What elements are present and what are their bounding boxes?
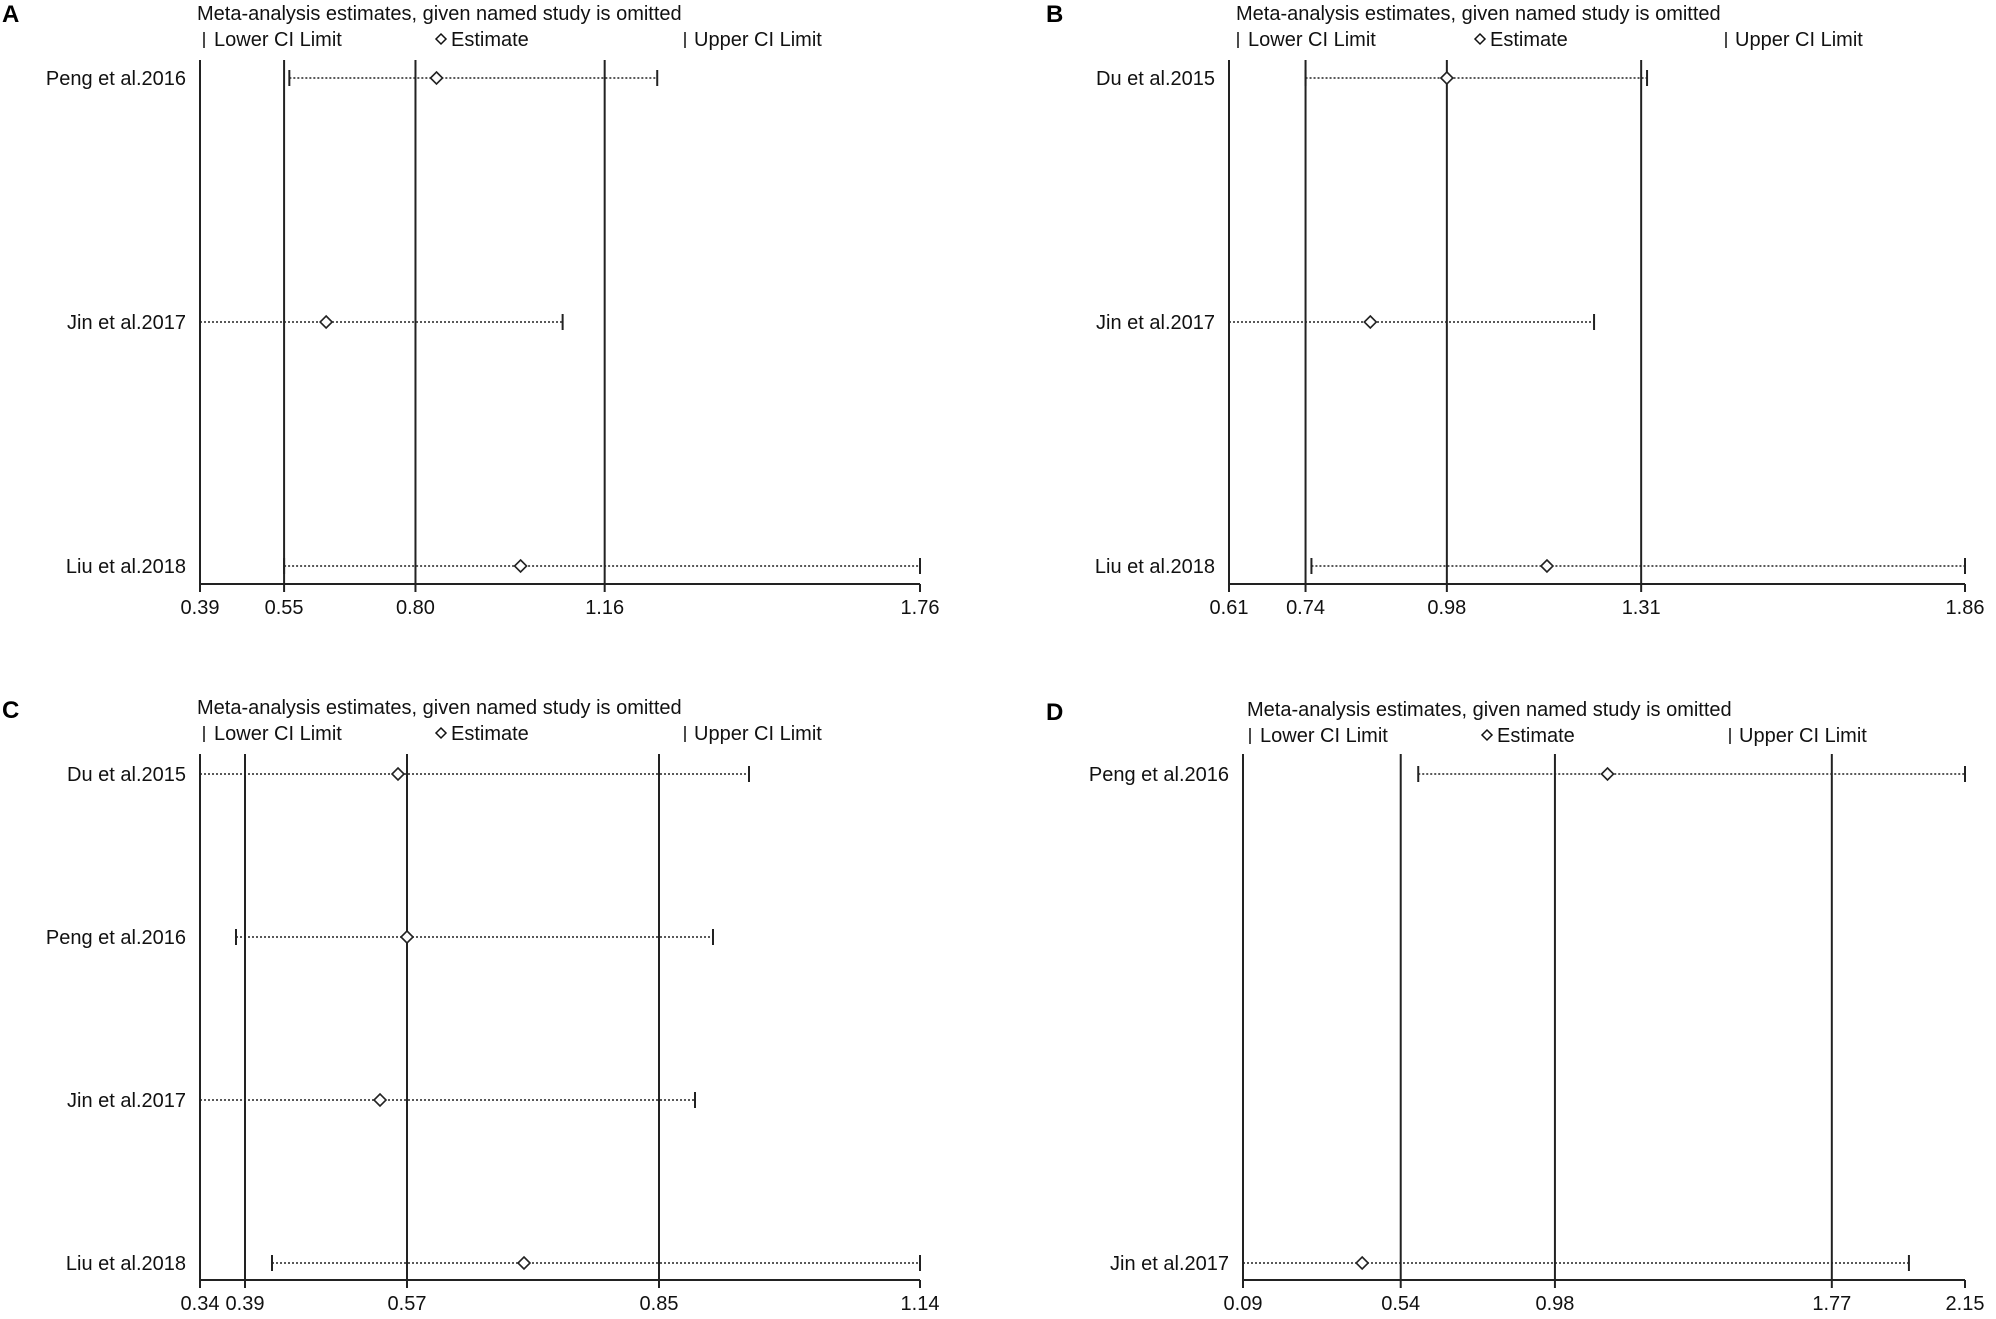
x-tick-label: 0.98 bbox=[1535, 1293, 1574, 1315]
legend-lower-label: Lower CI Limit bbox=[1260, 725, 1388, 747]
legend-lower-label: Lower CI Limit bbox=[214, 29, 342, 51]
legend: Lower CI Limit Estimate Upper CI Limit bbox=[1249, 725, 1867, 747]
legend: Lower CI Limit Estimate Upper CI Limit bbox=[203, 723, 822, 745]
estimate-marker bbox=[1363, 314, 1378, 330]
legend-upper-label: Upper CI Limit bbox=[1739, 725, 1867, 747]
study-label: Peng et al.2016 bbox=[46, 927, 186, 949]
panel-a: A Meta-analysis estimates, given named s… bbox=[2, 1, 939, 619]
plot-area: 0.61 0.74 0.98 1.31 1.86 Du et al.2015 Jin et … bbox=[1095, 60, 1985, 619]
panel-label: C bbox=[2, 697, 19, 724]
study-label: Liu et al.2018 bbox=[66, 1253, 186, 1275]
legend: Lower CI Limit Estimate Upper CI Limit bbox=[203, 29, 822, 51]
plot-area: 0.09 0.54 0.98 1.77 2.15 Peng et al.2016 Jin e… bbox=[1089, 754, 1985, 1315]
x-tick-label: 1.86 bbox=[1946, 597, 1985, 619]
legend-estimate-label: Estimate bbox=[1497, 725, 1575, 747]
x-tick-label: 0.34 bbox=[181, 1293, 220, 1315]
chart-title: Meta-analysis estimates, given named stu… bbox=[1247, 699, 1732, 721]
legend-estimate-label: Estimate bbox=[1490, 29, 1568, 51]
study-label: Du et al.2015 bbox=[67, 764, 186, 786]
x-tick-label: 1.76 bbox=[901, 597, 940, 619]
x-tick-label: 0.74 bbox=[1286, 597, 1325, 619]
legend-estimate-label: Estimate bbox=[451, 29, 529, 51]
legend-upper-label: Upper CI Limit bbox=[1735, 29, 1863, 51]
x-tick-label: 0.98 bbox=[1427, 597, 1466, 619]
x-tick-label: 0.39 bbox=[226, 1293, 265, 1315]
x-tick-label: 0.54 bbox=[1381, 1293, 1420, 1315]
estimate-marker bbox=[513, 558, 528, 574]
panel-c: C Meta-analysis estimates, given named s… bbox=[2, 697, 939, 1315]
estimate-marker bbox=[516, 1255, 532, 1271]
estimate-marker bbox=[372, 1092, 388, 1108]
legend-upper-label: Upper CI Limit bbox=[694, 29, 822, 51]
legend-estimate-label: Estimate bbox=[451, 723, 529, 745]
legend-estimate-marker bbox=[1480, 728, 1494, 742]
panel-label: A bbox=[2, 1, 19, 28]
study-label: Peng et al.2016 bbox=[46, 68, 186, 90]
panel-label: D bbox=[1046, 699, 1063, 726]
study-label: Liu et al.2018 bbox=[1095, 556, 1215, 578]
study-label: Jin et al.2017 bbox=[1110, 1253, 1229, 1275]
legend-estimate-marker bbox=[434, 32, 448, 46]
x-tick-label: 0.61 bbox=[1210, 597, 1249, 619]
x-tick-label: 0.09 bbox=[1224, 1293, 1263, 1315]
legend-estimate-marker bbox=[1473, 32, 1487, 46]
legend-lower-label: Lower CI Limit bbox=[1248, 29, 1376, 51]
plot-area: 0.34 0.39 0.57 0.85 1.14 Du et al.2015 Peng et… bbox=[46, 754, 940, 1315]
legend: Lower CI Limit Estimate Upper CI Limit bbox=[1237, 29, 1863, 51]
x-tick-label: 0.80 bbox=[396, 597, 435, 619]
estimate-marker bbox=[1600, 766, 1615, 782]
x-tick-label: 1.77 bbox=[1812, 1293, 1851, 1315]
estimate-marker bbox=[429, 70, 444, 86]
study-label: Peng et al.2016 bbox=[1089, 764, 1229, 786]
chart-title: Meta-analysis estimates, given named stu… bbox=[197, 697, 682, 719]
x-tick-label: 1.14 bbox=[901, 1293, 940, 1315]
x-tick-label: 1.16 bbox=[585, 597, 624, 619]
legend-lower-label: Lower CI Limit bbox=[214, 723, 342, 745]
x-tick-label: 0.57 bbox=[388, 1293, 427, 1315]
panel-d: D Meta-analysis estimates, given named s… bbox=[1046, 699, 1984, 1315]
estimate-marker bbox=[318, 314, 334, 330]
estimate-marker bbox=[399, 929, 415, 945]
chart-title: Meta-analysis estimates, given named stu… bbox=[197, 3, 682, 25]
study-label: Jin et al.2017 bbox=[1096, 312, 1215, 334]
estimate-marker bbox=[1539, 558, 1555, 574]
estimate-marker bbox=[390, 766, 406, 782]
chart-title: Meta-analysis estimates, given named stu… bbox=[1236, 3, 1721, 25]
x-tick-label: 1.31 bbox=[1622, 597, 1661, 619]
x-tick-label: 2.15 bbox=[1946, 1293, 1985, 1315]
x-tick-label: 0.55 bbox=[265, 597, 304, 619]
legend-estimate-marker bbox=[434, 726, 448, 740]
study-label: Du et al.2015 bbox=[1096, 68, 1215, 90]
x-tick-label: 0.39 bbox=[181, 597, 220, 619]
legend-upper-label: Upper CI Limit bbox=[694, 723, 822, 745]
x-tick-label: 0.85 bbox=[640, 1293, 679, 1315]
study-label: Jin et al.2017 bbox=[67, 312, 186, 334]
study-label: Jin et al.2017 bbox=[67, 1090, 186, 1112]
panel-label: B bbox=[1046, 1, 1063, 28]
panel-b: B Meta-analysis estimates, given named s… bbox=[1046, 1, 1984, 619]
estimate-marker bbox=[1439, 70, 1454, 86]
estimate-marker bbox=[1355, 1255, 1370, 1271]
plot-area: 0.39 0.55 0.80 1.16 1.76 Peng et al.2016 Jin e… bbox=[46, 60, 940, 619]
study-label: Liu et al.2018 bbox=[66, 556, 186, 578]
